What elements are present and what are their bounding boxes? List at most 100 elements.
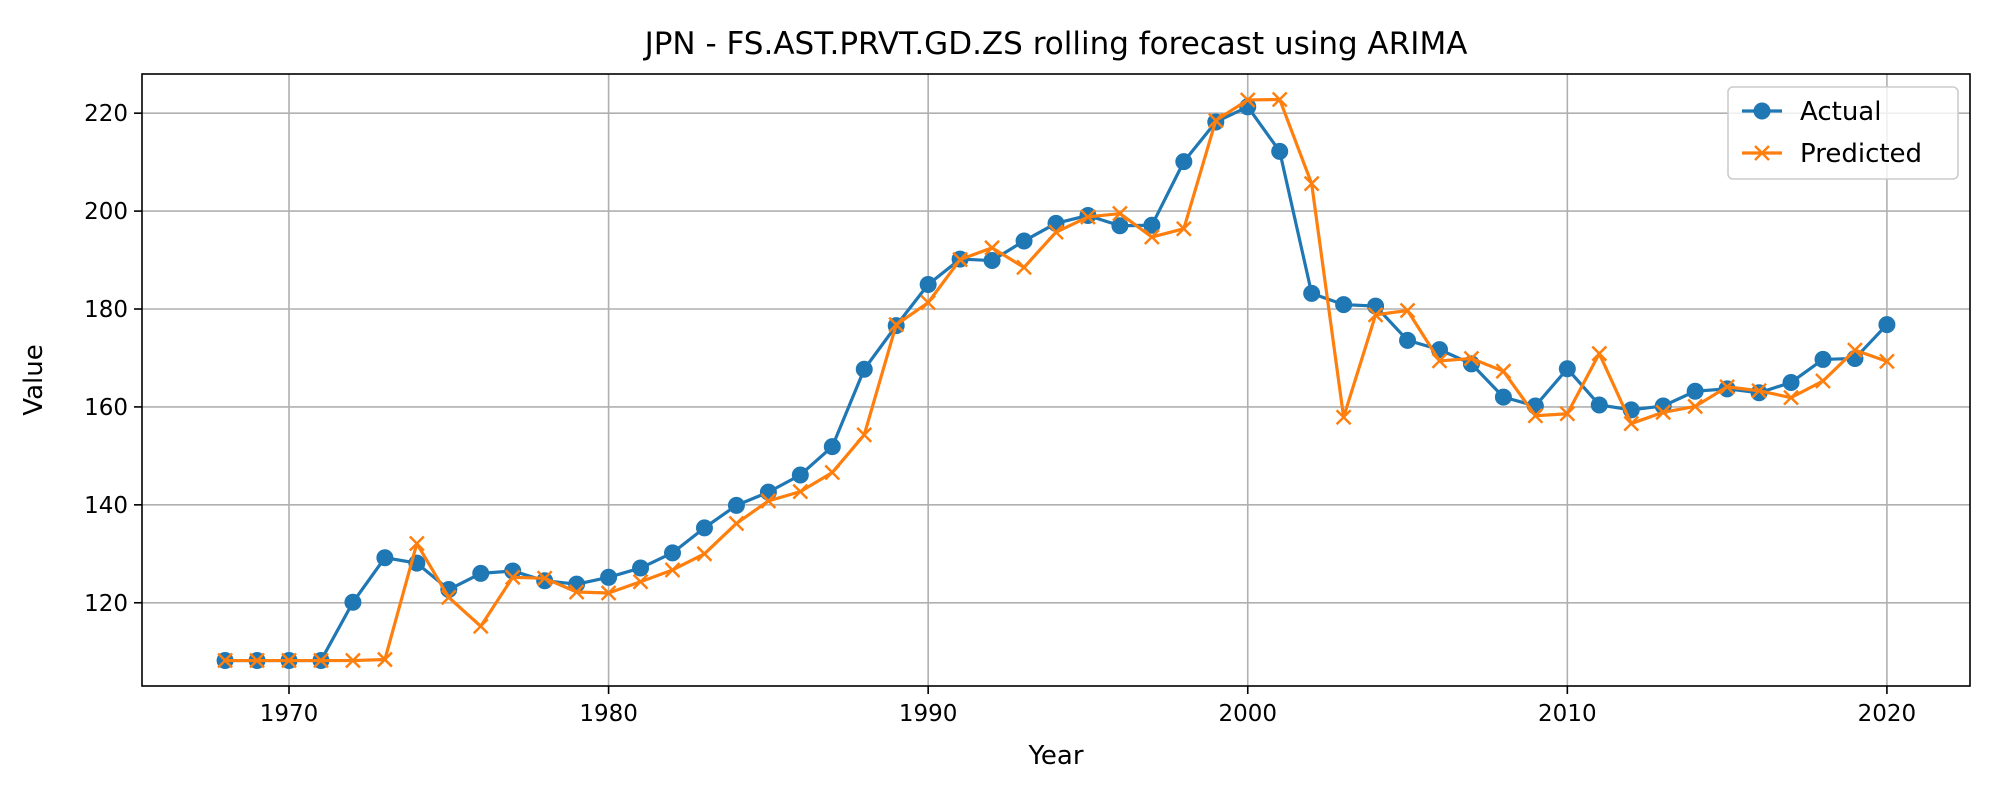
- data-point-predicted: [536, 570, 553, 587]
- data-point-predicted: [728, 515, 745, 532]
- x-tick-label: 1990: [899, 701, 958, 727]
- data-point-actual: [855, 360, 873, 378]
- data-point-predicted: [1207, 112, 1224, 129]
- y-tick-label: 180: [84, 297, 128, 323]
- data-point-predicted: [1399, 302, 1416, 319]
- legend-marker: [1754, 145, 1770, 161]
- x-axis-label: Year: [1027, 741, 1083, 771]
- data-point-actual: [1399, 331, 1417, 349]
- data-point-predicted: [376, 651, 393, 668]
- series-predicted: [217, 91, 1895, 669]
- data-point-predicted: [1879, 353, 1895, 370]
- data-point-predicted: [1559, 405, 1576, 422]
- data-point-predicted: [1463, 350, 1480, 367]
- data-point-predicted: [792, 483, 809, 500]
- data-point-actual: [1303, 284, 1321, 302]
- data-point-actual: [1814, 350, 1832, 368]
- data-point-predicted: [888, 316, 905, 333]
- axis-ticks: 1970 1980 1990 2000 2010 2020 120 140 160 180 200 2…: [84, 101, 1916, 727]
- data-point-predicted: [1303, 175, 1320, 192]
- legend-item-actual: Actual: [1742, 97, 1881, 127]
- data-point-actual: [983, 252, 1001, 270]
- data-point-predicted: [504, 569, 521, 586]
- plot-frame: [141, 73, 1971, 687]
- data-point-predicted: [1335, 409, 1352, 426]
- data-point-predicted: [217, 652, 233, 669]
- data-point-predicted: [1271, 91, 1288, 108]
- data-point-actual: [919, 276, 937, 294]
- series-layer: [216, 91, 1896, 670]
- data-point-actual: [376, 549, 394, 567]
- data-point-predicted: [1143, 229, 1160, 245]
- data-point-predicted: [1623, 415, 1640, 432]
- data-point-predicted: [952, 251, 969, 268]
- data-point-actual: [1335, 296, 1353, 314]
- chart-title: JPN - FS.AST.PRVT.GD.ZS rolling forecast…: [643, 26, 1468, 62]
- grid: [142, 74, 1970, 686]
- data-point-predicted: [1527, 407, 1544, 424]
- data-point-actual: [1878, 316, 1896, 334]
- x-tick-label: 2000: [1218, 701, 1277, 727]
- data-point-predicted: [440, 589, 457, 606]
- data-point-predicted: [1175, 220, 1192, 237]
- data-point-predicted: [249, 652, 265, 669]
- y-tick-label: 220: [84, 101, 128, 127]
- data-point-predicted: [313, 652, 329, 669]
- data-point-predicted: [600, 585, 617, 601]
- data-point-actual: [472, 564, 490, 582]
- x-tick-label: 2020: [1858, 701, 1917, 727]
- data-point-actual: [1494, 388, 1512, 406]
- data-point-actual: [344, 593, 362, 611]
- data-point-predicted: [632, 573, 649, 590]
- data-point-actual: [1782, 373, 1800, 391]
- legend-item-predicted: Predicted: [1742, 139, 1922, 169]
- data-point-predicted: [408, 535, 425, 552]
- data-point-actual: [1271, 142, 1289, 160]
- data-point-predicted: [1783, 389, 1799, 406]
- y-axis-label: Value: [19, 344, 49, 415]
- y-tick-label: 200: [84, 199, 128, 225]
- data-point-predicted: [1687, 398, 1704, 415]
- data-point-actual: [791, 466, 809, 484]
- x-tick-label: 1980: [579, 701, 638, 727]
- data-point-predicted: [345, 652, 361, 669]
- data-point-actual: [600, 568, 618, 586]
- data-point-actual: [823, 438, 841, 456]
- data-point-predicted: [1239, 92, 1256, 108]
- data-point-predicted: [1112, 205, 1128, 222]
- data-point-predicted: [984, 239, 1000, 256]
- data-point-predicted: [1080, 209, 1096, 225]
- data-point-predicted: [1751, 382, 1767, 399]
- data-point-actual: [1558, 360, 1576, 378]
- data-point-predicted: [1048, 224, 1064, 241]
- data-point-actual: [664, 544, 682, 562]
- data-point-predicted: [920, 294, 937, 311]
- data-point-predicted: [1431, 353, 1448, 369]
- data-point-actual: [727, 496, 745, 514]
- legend-marker: [1753, 102, 1771, 120]
- data-point-actual: [1175, 153, 1193, 171]
- data-point-actual: [1143, 216, 1161, 234]
- data-point-actual: [632, 559, 650, 577]
- data-point-predicted: [281, 652, 297, 669]
- data-point-actual: [1590, 396, 1608, 414]
- data-point-actual: [1686, 382, 1704, 400]
- data-point-actual: [1015, 232, 1033, 250]
- data-point-actual: [1111, 217, 1129, 235]
- data-point-predicted: [856, 426, 873, 443]
- legend-box: [1727, 86, 1959, 180]
- x-tick-label: 1970: [260, 701, 319, 727]
- data-point-predicted: [1847, 342, 1863, 359]
- y-tick-label: 120: [84, 591, 128, 617]
- data-point-actual: [1367, 297, 1385, 315]
- data-point-predicted: [760, 493, 777, 509]
- data-point-predicted: [696, 545, 713, 562]
- data-point-predicted: [1815, 373, 1831, 389]
- legend: Actual Predicted: [1727, 86, 1959, 180]
- legend-label: Predicted: [1800, 139, 1922, 169]
- data-point-predicted: [1016, 259, 1032, 276]
- data-point-predicted: [1655, 404, 1672, 421]
- data-point-actual: [695, 519, 713, 537]
